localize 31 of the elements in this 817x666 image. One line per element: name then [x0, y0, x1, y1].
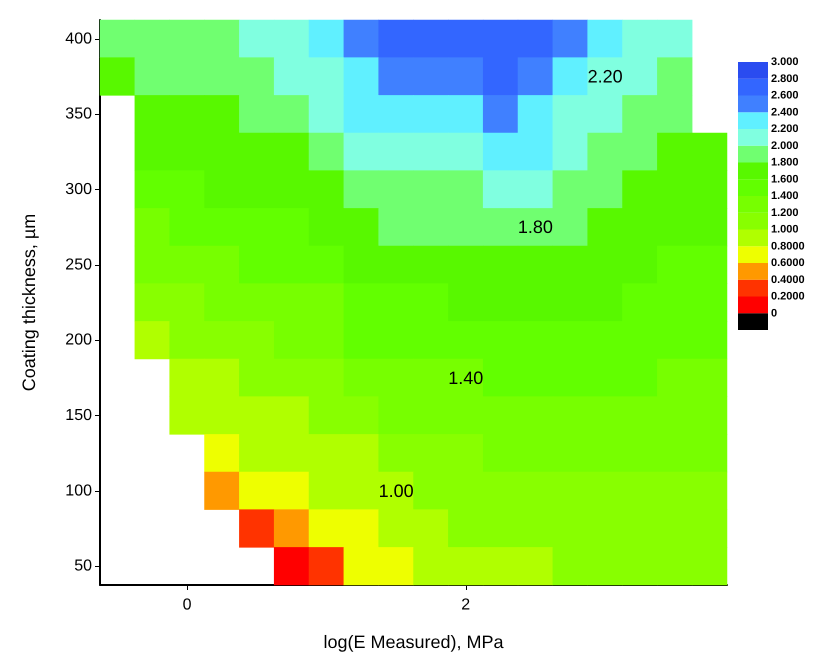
annotation: 1.00	[378, 480, 414, 501]
color-bar-label: 1.000	[771, 224, 799, 236]
x-axis-title: log(E Measured), MPa	[323, 632, 505, 652]
color-bar-label: 1.400	[771, 190, 799, 202]
y-tick-label: 200	[65, 332, 92, 349]
color-bar-label: 0.2000	[771, 290, 805, 302]
y-tick-label: 400	[65, 30, 92, 48]
x-tick-label: 2	[461, 596, 470, 614]
color-bar-label: 2.400	[771, 106, 799, 118]
annotation: 2.20	[588, 66, 623, 86]
y-tick-label: 150	[65, 407, 92, 424]
color-bar-label: 0	[771, 307, 778, 320]
annotation: 1.80	[518, 217, 553, 238]
color-bar-label: 0.4000	[771, 274, 805, 286]
y-axis-title: Coating thickness, µm	[19, 214, 39, 392]
color-bar-label: 1.800	[771, 156, 799, 168]
color-bar-label: 1.200	[771, 206, 799, 219]
color-bar-label: 0.8000	[771, 240, 805, 252]
y-tick-label: 350	[65, 106, 92, 123]
color-bar-label: 3.000	[771, 56, 799, 68]
color-bar-label: 1.600	[771, 173, 799, 186]
y-tick-label: 250	[65, 256, 92, 274]
color-bar-label: 0.6000	[771, 257, 805, 269]
y-tick-label: 300	[65, 181, 92, 198]
color-bar-label: 2.000	[771, 140, 799, 152]
y-tick-label: 100	[65, 482, 92, 500]
annotation: 1.40	[448, 368, 484, 388]
y-tick-label: 50	[74, 558, 92, 575]
color-bar-label: 2.200	[771, 123, 799, 135]
color-bar-label: 2.600	[771, 90, 799, 102]
color-bar-label: 2.800	[771, 72, 799, 85]
